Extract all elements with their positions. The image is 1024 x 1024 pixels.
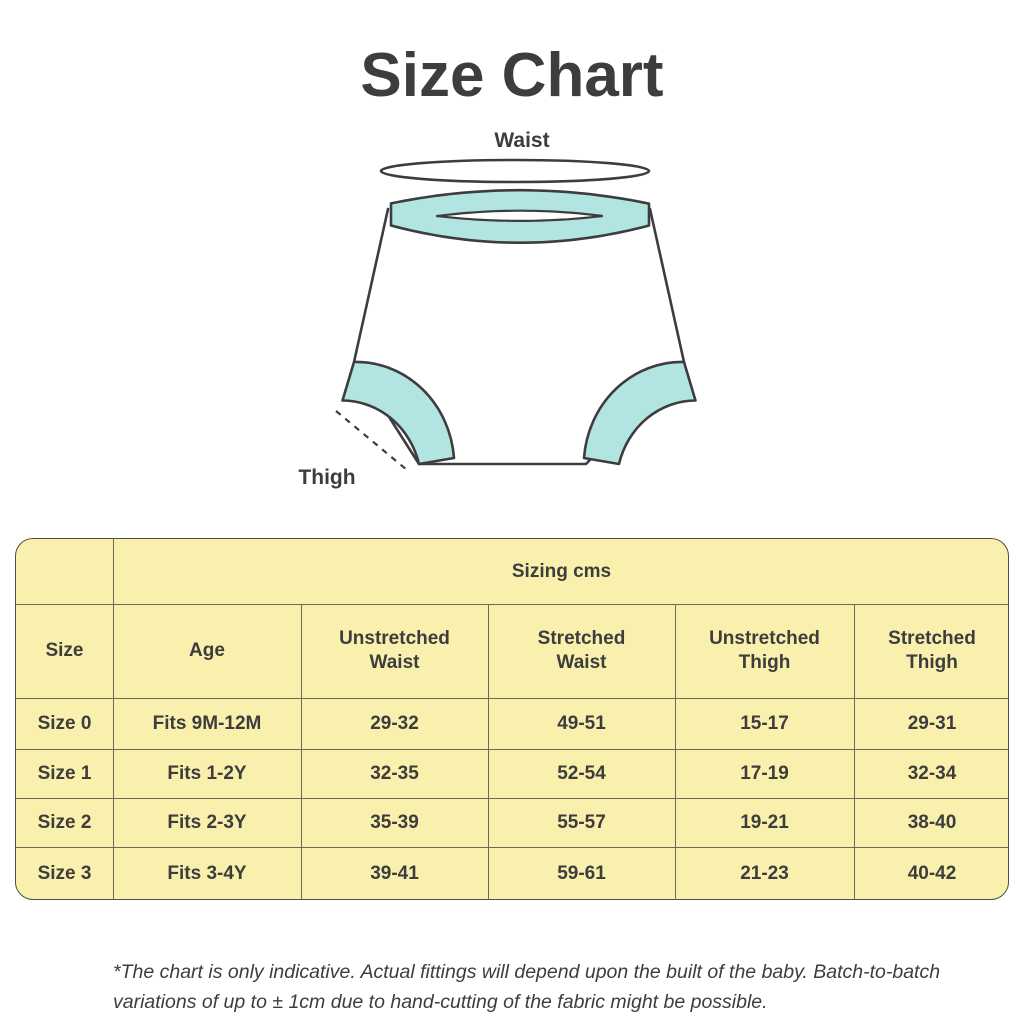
svg-text:Waist: Waist xyxy=(494,129,549,152)
svg-text:Thigh: Thigh xyxy=(298,466,355,489)
